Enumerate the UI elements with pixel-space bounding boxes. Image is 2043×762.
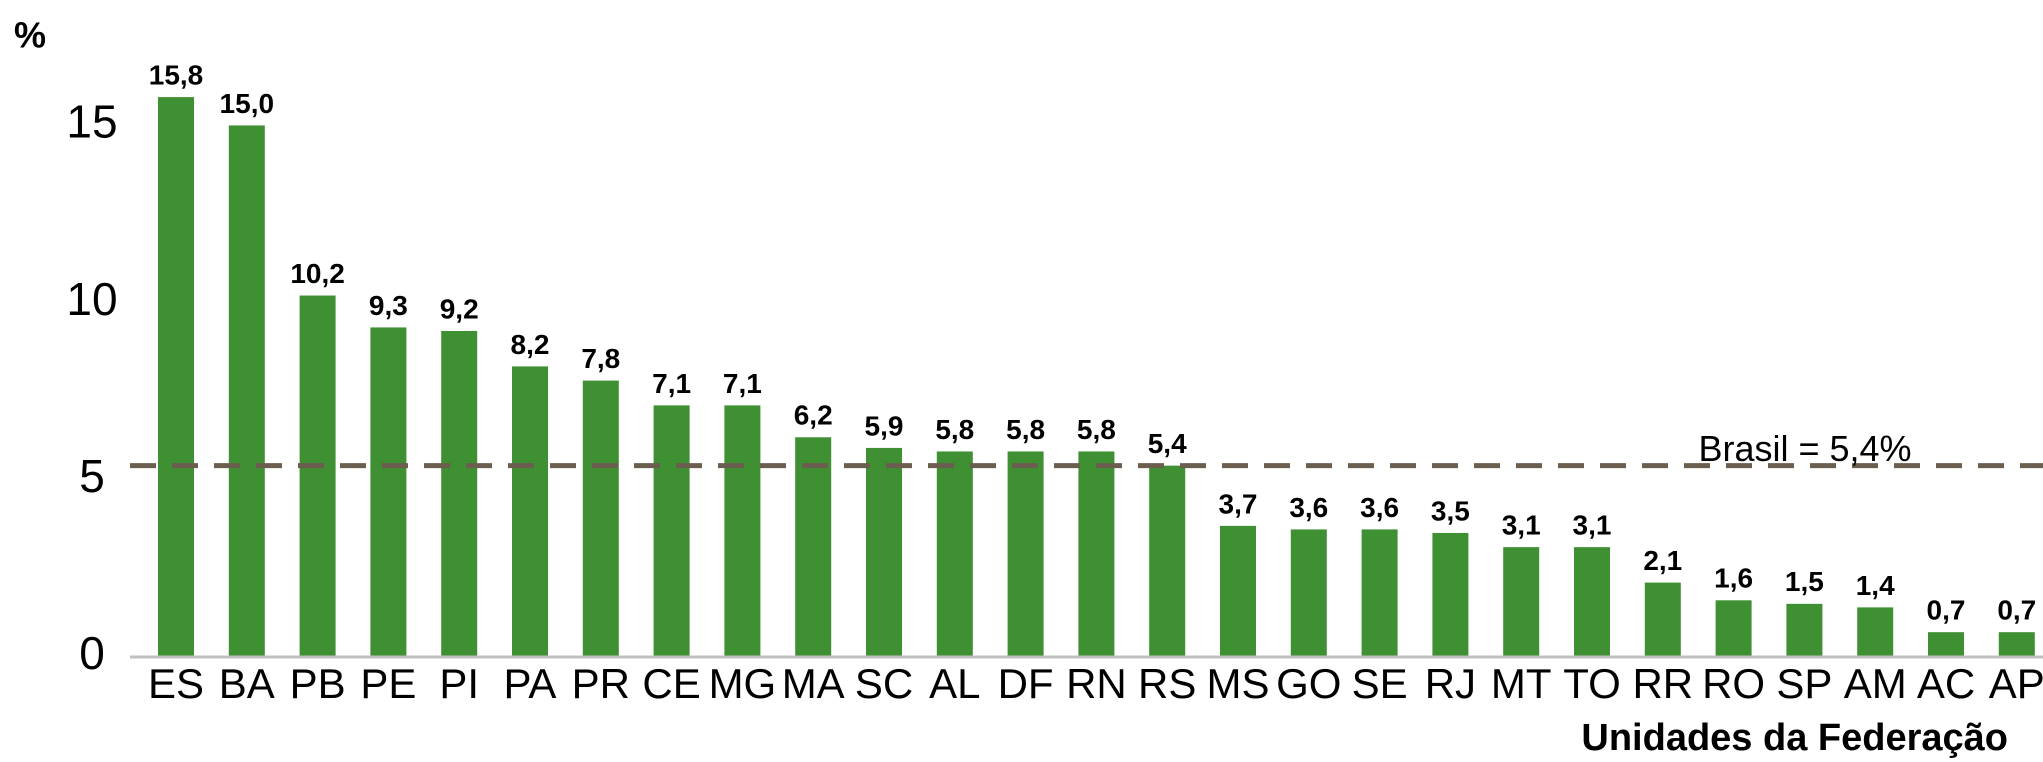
value-label: 5,8 (935, 414, 974, 445)
x-tick-label: PI (439, 660, 479, 707)
bar (1078, 451, 1115, 657)
value-label: 10,2 (290, 258, 345, 289)
value-label: 7,1 (723, 368, 762, 399)
x-tick-label: MS (1207, 660, 1270, 707)
y-tick-label: 5 (79, 450, 105, 502)
value-label: 15,8 (149, 59, 204, 90)
bar (724, 405, 761, 657)
bar (1432, 532, 1469, 657)
x-tick-label: PR (572, 660, 630, 707)
value-label: 6,2 (794, 400, 833, 431)
x-tick-label: DF (998, 660, 1054, 707)
x-tick-label: RJ (1425, 660, 1476, 707)
value-label: 2,1 (1643, 545, 1682, 576)
bar (936, 451, 973, 657)
bar (228, 125, 265, 657)
value-label: 7,1 (652, 368, 691, 399)
bar (1503, 547, 1540, 657)
x-tick-label: PB (290, 660, 346, 707)
x-tick-label: RS (1138, 660, 1196, 707)
bar (158, 97, 194, 657)
x-tick-label: RO (1702, 660, 1765, 707)
value-label: 1,4 (1856, 570, 1895, 601)
y-tick-label: 15 (66, 96, 117, 148)
x-tick-label: AM (1844, 660, 1907, 707)
bar (1290, 529, 1327, 657)
value-label: 3,6 (1360, 492, 1399, 523)
bar (299, 295, 336, 657)
x-tick-label: RN (1066, 660, 1127, 707)
x-tick-label: CE (642, 660, 700, 707)
x-tick-label: BA (219, 660, 275, 707)
value-label: 5,8 (1077, 414, 1116, 445)
value-label: 3,5 (1431, 495, 1470, 526)
value-label: 5,9 (865, 410, 904, 441)
y-tick-label: 10 (66, 273, 117, 325)
bar (653, 405, 690, 657)
y-axis-label: % (14, 15, 46, 56)
bar (1007, 451, 1044, 657)
reference-label: Brasil = 5,4% (1698, 428, 1911, 469)
x-tick-label: GO (1276, 660, 1341, 707)
bar (441, 330, 478, 657)
value-label: 3,1 (1502, 510, 1541, 541)
value-label: 3,7 (1219, 488, 1258, 519)
x-tick-label: AP (1989, 660, 2043, 707)
value-label: 1,5 (1785, 566, 1824, 597)
x-tick-label: AC (1917, 660, 1975, 707)
value-label: 0,7 (1927, 595, 1966, 626)
x-tick-label: SC (855, 660, 913, 707)
bar (866, 447, 902, 657)
bar (1998, 632, 2035, 657)
x-tick-label: ES (148, 660, 204, 707)
bar (1574, 547, 1610, 657)
bar (1361, 529, 1398, 657)
x-tick-label: RR (1632, 660, 1693, 707)
bar (582, 380, 619, 657)
value-label: 3,1 (1573, 510, 1612, 541)
value-label: 7,8 (581, 343, 620, 374)
bar (370, 327, 407, 657)
value-label: 9,3 (369, 290, 408, 321)
x-tick-label: MG (709, 660, 777, 707)
value-label: 0,7 (1997, 595, 2036, 626)
value-label: 5,8 (1006, 414, 1045, 445)
value-label: 15,0 (220, 88, 275, 119)
bar (1149, 465, 1186, 657)
bar (1786, 603, 1823, 657)
bar (1928, 632, 1964, 657)
bar (1220, 525, 1256, 657)
bar (1857, 607, 1894, 657)
value-label: 3,6 (1289, 492, 1328, 523)
value-label: 8,2 (511, 329, 550, 360)
value-label: 5,4 (1148, 428, 1187, 459)
x-tick-label: SE (1352, 660, 1408, 707)
bar (1644, 582, 1681, 657)
x-tick-label: MA (782, 660, 845, 707)
bar (512, 366, 548, 657)
bar (1715, 600, 1752, 657)
x-tick-label: TO (1563, 660, 1621, 707)
x-tick-label: SP (1776, 660, 1832, 707)
bar (795, 437, 832, 657)
x-tick-label: MT (1491, 660, 1552, 707)
x-tick-label: PA (504, 660, 557, 707)
x-axis-label: Unidades da Federação (1581, 717, 2008, 759)
value-label: 9,2 (440, 293, 479, 324)
value-label: 1,6 (1714, 563, 1753, 594)
x-tick-label: PE (360, 660, 416, 707)
x-tick-label: AL (929, 660, 980, 707)
y-tick-label: 0 (79, 627, 105, 679)
